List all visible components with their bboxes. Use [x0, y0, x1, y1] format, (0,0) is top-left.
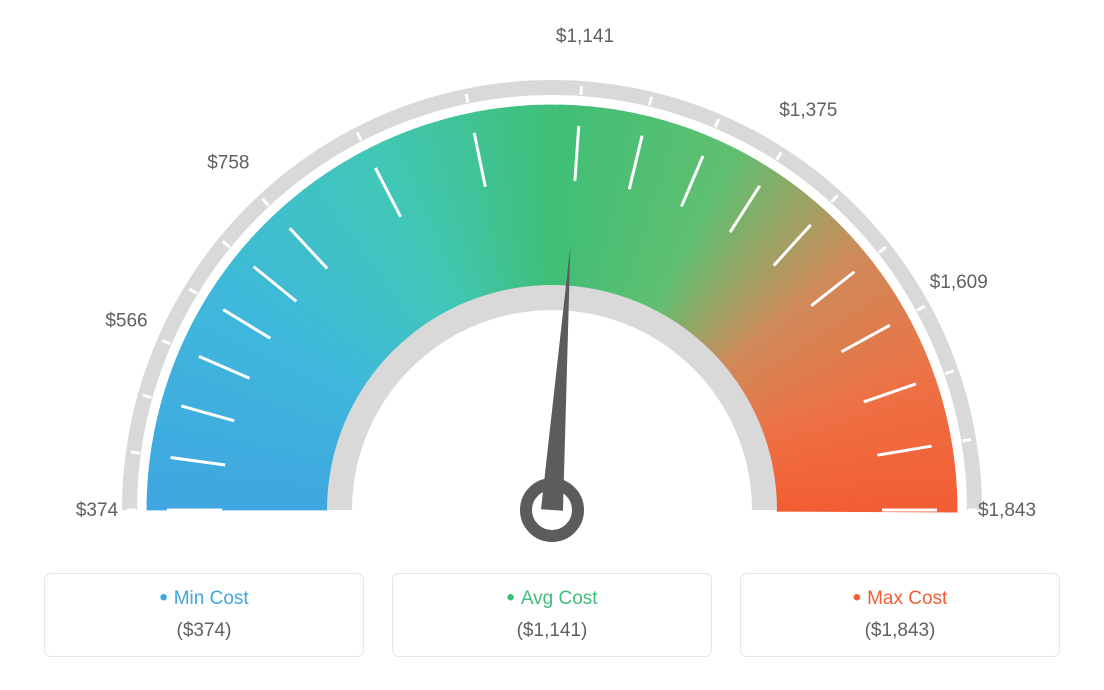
tick-label: $1,843	[978, 500, 1036, 521]
tick-label: $1,609	[930, 272, 988, 293]
legend-dot-icon: •	[159, 588, 167, 607]
cost-gauge-chart: $374 $566 $758 $1,141 $1,375 $1,609 $1,843	[20, 20, 1084, 555]
tick-label: $1,141	[556, 26, 614, 47]
legend-label-text: Avg Cost	[521, 588, 598, 609]
legend-label: • Max Cost	[741, 588, 1059, 610]
legend-card-max: • Max Cost ($1,843)	[740, 573, 1060, 657]
legend-value: ($374)	[45, 620, 363, 642]
legend-label: • Min Cost	[45, 588, 363, 610]
tick-label: $566	[105, 310, 147, 331]
tick-label: $758	[207, 152, 249, 173]
legend-card-avg: • Avg Cost ($1,141)	[392, 573, 712, 657]
legend-value: ($1,843)	[741, 620, 1059, 642]
legend-value: ($1,141)	[393, 620, 711, 642]
legend-row: • Min Cost ($374) • Avg Cost ($1,141) • Max Cos…	[20, 573, 1084, 657]
tick-label: $1,375	[779, 100, 837, 121]
tick-label: $374	[76, 500, 119, 521]
gauge-svg: $374 $566 $758 $1,141 $1,375 $1,609 $1,843	[20, 20, 1084, 555]
legend-card-min: • Min Cost ($374)	[44, 573, 364, 657]
legend-dot-icon: •	[506, 588, 514, 607]
legend-label: • Avg Cost	[393, 588, 711, 610]
legend-label-text: Min Cost	[174, 588, 249, 609]
legend-dot-icon: •	[853, 588, 861, 607]
legend-label-text: Max Cost	[867, 588, 947, 609]
